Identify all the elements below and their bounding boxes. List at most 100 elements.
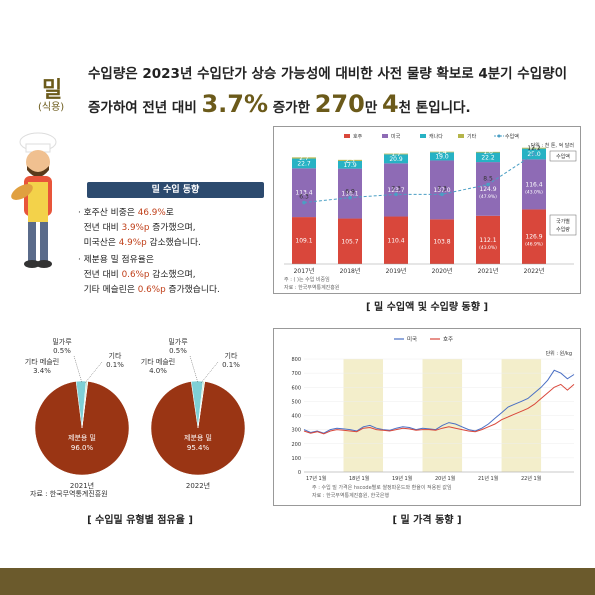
bar-value-label: 113.4 xyxy=(295,190,312,197)
bottom-bar xyxy=(0,568,595,595)
text: 로 xyxy=(165,208,174,218)
bar-value-label: 2.5 xyxy=(345,157,355,164)
headline-line-1: 수입량은 2023년 수입단가 상승 가능성에 대비한 사전 물량 확보로 4분… xyxy=(88,66,567,82)
headline-end: 입니다. xyxy=(428,100,471,116)
bar-value-label: 103.8 xyxy=(433,239,450,246)
price-series-line xyxy=(303,369,575,434)
chart-note: 자료 : 한국무역통계진흥원 xyxy=(284,284,340,291)
bar-segment xyxy=(384,153,408,155)
bar-value-label: 126.9 xyxy=(525,234,542,241)
import-value-point xyxy=(532,152,536,156)
pie-label-name: 밀가루 xyxy=(168,337,188,346)
annotation-label: 수입량 xyxy=(556,226,570,233)
text: 기타 메슬린은 xyxy=(83,285,138,295)
y-tick-label: 300 xyxy=(291,428,301,434)
summary-banner: 밀 수입 동향 xyxy=(87,182,264,198)
bar-value-label: 1.4 xyxy=(437,149,447,156)
bar-value-label: 22.7 xyxy=(297,160,311,167)
headline-line-2: 증가하여 전년 대비 3.7% 증가한 270만 4천 톤입니다. xyxy=(88,90,471,118)
y-tick-label: 0 xyxy=(298,470,301,476)
legend-swatch xyxy=(344,134,350,138)
text: 증가했으며, xyxy=(149,223,196,233)
y-tick-label: 200 xyxy=(291,442,301,448)
legend-label: 기타 xyxy=(467,133,477,140)
bar-segment xyxy=(292,168,316,218)
import-value-label: 6.3 xyxy=(299,194,309,201)
annotation-label: 수입액 xyxy=(556,153,570,160)
bar-value-label: 105.7 xyxy=(341,238,358,245)
import-chart-frame: 호주 미국 캐나다 기타 수입액 단위 : 천 톤, 억 달러 109.1 113.4 22.7… xyxy=(273,126,581,294)
bar-value-label: 1.6 xyxy=(483,149,493,156)
bar-segment xyxy=(522,209,546,264)
bar-segment xyxy=(292,217,316,264)
highlight: 3.9%p xyxy=(121,223,150,233)
bar-segment xyxy=(430,219,454,264)
import-value-point xyxy=(394,192,398,197)
headline-number: 270 xyxy=(314,90,365,118)
y-tick-label: 700 xyxy=(291,371,301,377)
annotation-box xyxy=(549,150,577,162)
pie-chart-title: [ 수입밀 유형별 점유율 ] xyxy=(87,515,193,526)
legend-swatch xyxy=(382,134,388,138)
y-tick-label: 800 xyxy=(291,357,301,363)
unit-note: 단위 : 천 톤, 억 달러 xyxy=(531,142,574,149)
bar-share-label: (43.0%) xyxy=(479,245,497,251)
pie-slice xyxy=(197,381,206,429)
pie-label-name: 기타 xyxy=(225,351,238,360)
import-value-label: 8.5 xyxy=(483,176,493,183)
bar-value-label: 17.9 xyxy=(343,162,357,169)
headline-text: 증가하여 전년 대비 xyxy=(88,100,202,116)
legend-label: 미국 xyxy=(407,335,417,343)
legend-label: 캐나다 xyxy=(429,133,443,140)
pie-leader xyxy=(200,361,219,384)
y-tick-label: 600 xyxy=(291,385,301,391)
pie-year: 2022년 xyxy=(186,481,210,490)
highlight: 4.9%p xyxy=(118,238,147,248)
bar-share-label: (43.0%) xyxy=(525,189,543,195)
import-value-label: 12.2 xyxy=(527,145,541,152)
y-tick-label: 100 xyxy=(291,456,301,462)
pie-main-name: 제분용 밀 xyxy=(68,434,96,442)
pie-label-name: 기타 메슬린 xyxy=(25,357,59,366)
text: 전년 대비 xyxy=(83,223,122,233)
headline-number-2: 4 xyxy=(381,90,399,118)
highlight: 0.6%p xyxy=(121,270,150,280)
bar-value-label: 112.1 xyxy=(479,237,496,244)
bar-value-label: 19.0 xyxy=(435,153,449,160)
x-tick-label: 2019년 xyxy=(386,267,407,275)
bar-segment xyxy=(522,159,546,210)
bar-value-label: 2.1 xyxy=(529,145,539,152)
summary-bullet-1: · 호주산 비중은 46.9%로 전년 대비 3.9%p 증가했으며, 미국산은… xyxy=(78,208,201,248)
pie-leader xyxy=(189,355,199,384)
x-tick-label: 2020년 xyxy=(432,267,453,275)
bar-segment xyxy=(430,151,454,153)
bar-value-label: 124.9 xyxy=(479,186,496,193)
price-series-line xyxy=(303,383,575,435)
price-chart-title: [ 밀 가격 동향 ] xyxy=(392,515,462,526)
pie-label-name: 밀가루 xyxy=(52,337,72,346)
bar-segment xyxy=(292,157,316,159)
headline-percent: 3.7% xyxy=(201,90,269,118)
import-value-point xyxy=(440,192,444,197)
legend-label: 호주 xyxy=(353,134,363,140)
bar-value-label: 2.7 xyxy=(299,155,309,162)
x-tick-label: 21년 1월 xyxy=(478,475,499,482)
bar-segment xyxy=(430,152,454,161)
text: 감소했습니다. xyxy=(146,238,201,248)
import-value-label: 7.3 xyxy=(437,185,447,192)
bar-value-label: 116.1 xyxy=(341,191,358,198)
headline-unit: 만 xyxy=(364,100,382,116)
y-tick-label: 400 xyxy=(291,414,301,420)
pie-slice xyxy=(81,381,89,429)
pie-label-value: 0.1% xyxy=(222,361,240,369)
page-title: 밀 xyxy=(42,78,63,103)
bar-value-label: 116.4 xyxy=(525,181,542,188)
x-tick-label: 22년 1월 xyxy=(521,475,542,482)
bar-segment xyxy=(476,151,500,153)
pie-label-value: 3.4% xyxy=(33,367,51,375)
legend-label: 수입액 xyxy=(505,133,519,140)
headline-unit-2: 천 톤 xyxy=(398,100,429,116)
x-tick-label: 18년 1월 xyxy=(349,475,370,482)
